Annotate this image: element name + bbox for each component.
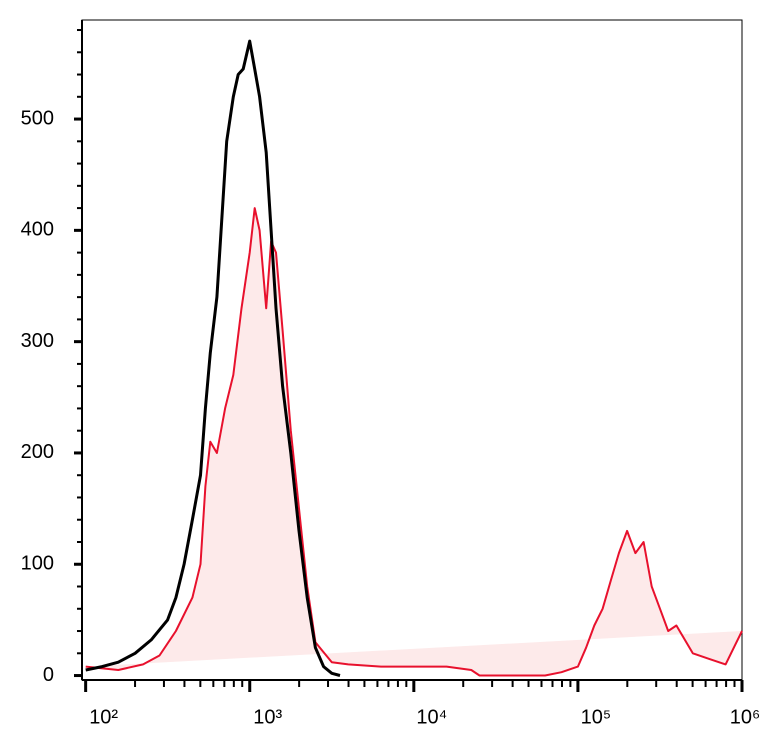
x-tick-label: 10⁴	[416, 706, 447, 728]
y-tick-label: 400	[21, 219, 54, 241]
y-tick-label: 100	[21, 553, 54, 575]
y-tick-label: 200	[21, 441, 54, 463]
y-tick-label: 300	[21, 330, 54, 352]
x-tick-label: 10⁶	[730, 706, 760, 728]
x-tick-label: 10³	[253, 706, 282, 728]
y-tick-label: 0	[43, 664, 54, 686]
x-tick-label: 10⁵	[581, 706, 612, 728]
histogram-line	[85, 207, 743, 677]
y-tick-label: 500	[21, 107, 54, 129]
histogram-line	[85, 39, 341, 677]
x-tick-label: 10²	[89, 706, 118, 728]
